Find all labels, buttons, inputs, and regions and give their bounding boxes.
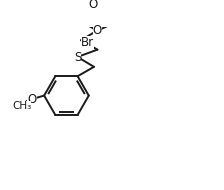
- Text: Br: Br: [81, 36, 94, 49]
- Text: O: O: [28, 93, 37, 105]
- Text: S: S: [74, 51, 81, 64]
- Text: O: O: [88, 0, 98, 11]
- Text: O: O: [93, 24, 102, 37]
- Text: CH₃: CH₃: [12, 101, 31, 111]
